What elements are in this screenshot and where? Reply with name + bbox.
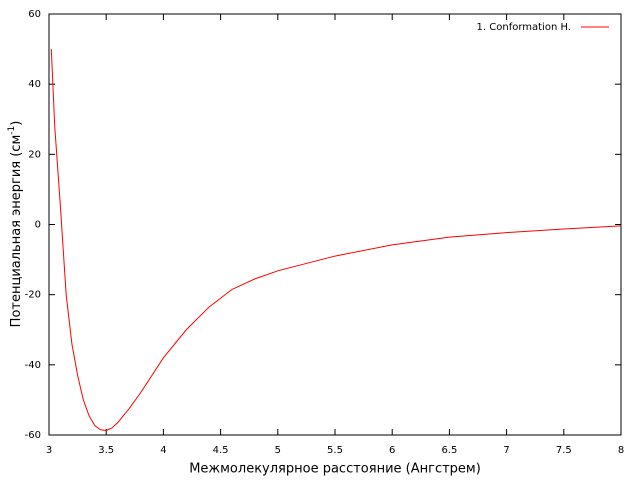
x-tick-label: 3: [46, 445, 52, 456]
x-tick-label: 3.5: [98, 445, 114, 456]
y-label-sup: -1: [7, 126, 17, 135]
x-tick-label: 5.5: [327, 445, 343, 456]
y-tick-label: -60: [25, 430, 41, 441]
y-tick-label: 40: [28, 79, 41, 90]
legend-label: 1. Conformation H.: [477, 22, 571, 33]
data-line: [50, 49, 622, 431]
y-axis-label: Потенциальная энергия (см-1): [7, 121, 24, 328]
x-axis-label: Межмолекулярное расстояние (Ангстрем): [189, 462, 481, 477]
x-tick-label: 7.5: [556, 445, 572, 456]
y-tick-label: 0: [35, 220, 41, 231]
plot-border: [48, 13, 622, 436]
x-tick-label: 8: [618, 445, 624, 456]
y-label-end: ): [9, 121, 24, 126]
y-tick-label: 60: [28, 9, 41, 20]
x-tick-label: 6: [389, 445, 395, 456]
x-tick-label: 4: [160, 445, 166, 456]
y-tick-label: -20: [25, 290, 41, 301]
x-tick-label: 4.5: [213, 445, 229, 456]
y-tick-label: -40: [25, 360, 41, 371]
x-tick-label: 6.5: [441, 445, 457, 456]
y-tick-label: 20: [28, 149, 41, 160]
x-tick-label: 5: [275, 445, 281, 456]
y-label-text: Потенциальная энергия (см: [9, 135, 24, 328]
x-tick-label: 7: [503, 445, 509, 456]
